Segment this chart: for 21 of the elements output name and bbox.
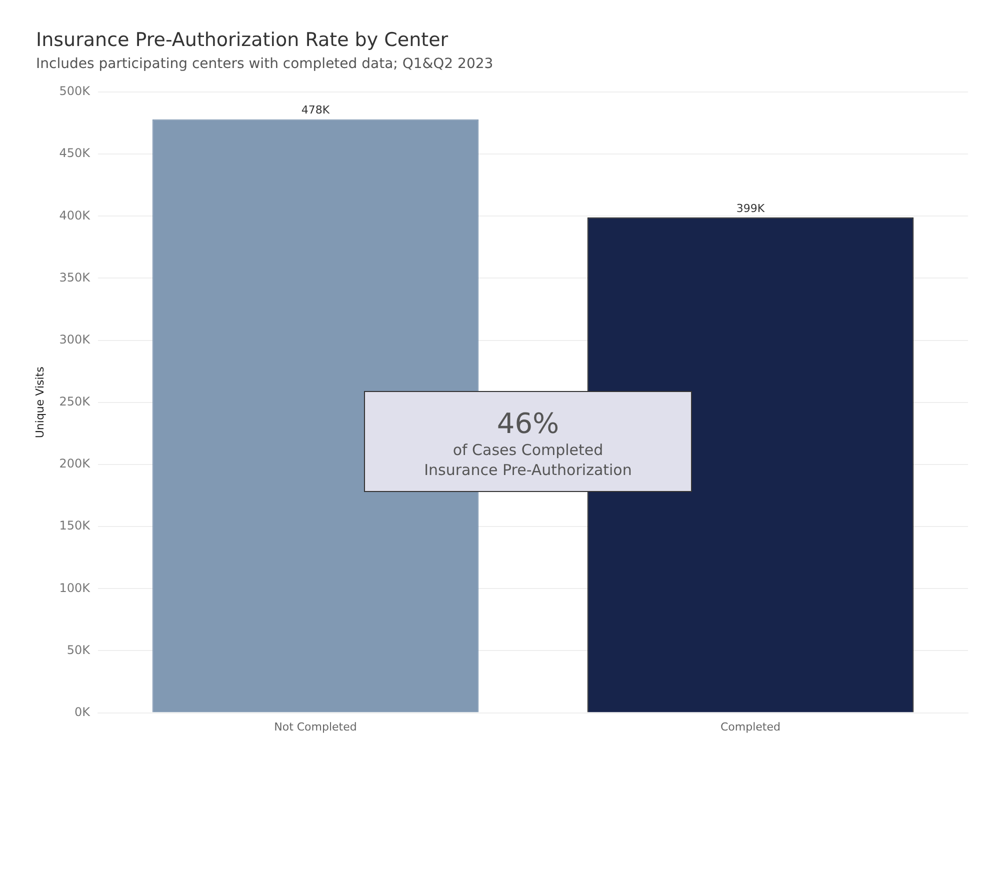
y-tick-label: 300K	[59, 332, 92, 346]
y-tick-label: 50K	[66, 642, 92, 657]
y-tick-label: 150K	[59, 518, 92, 533]
annotation: 46%	[496, 407, 560, 440]
y-tick-label: 500K	[59, 84, 92, 98]
y-tick-label: 350K	[59, 270, 92, 284]
data-label: 399K	[736, 202, 766, 215]
x-tick-label: Completed	[720, 720, 780, 734]
annotation: of Cases Completed Insurance Pre-Authorization	[423, 440, 633, 480]
y-axis-title: Unique Visits	[33, 366, 46, 438]
y-tick-label: 250K	[59, 394, 92, 409]
y-tick-label: 450K	[59, 146, 92, 160]
y-tick-label: 100K	[59, 580, 92, 595]
y-tick-label: 0K	[74, 704, 92, 719]
x-tick-label: Not Completed	[274, 720, 357, 734]
y-tick-label: 400K	[59, 208, 92, 222]
data-label: 478K	[301, 104, 330, 117]
callout-box: 46% of Cases Completed Insurance Pre-Authorization	[364, 391, 692, 492]
y-tick-label: 200K	[59, 456, 92, 471]
chart-subtitle: Includes participating centers with completed data; Q1&Q2 2023	[36, 56, 494, 72]
chart-title: Insurance Pre-Authorization Rate by Center	[36, 29, 448, 51]
